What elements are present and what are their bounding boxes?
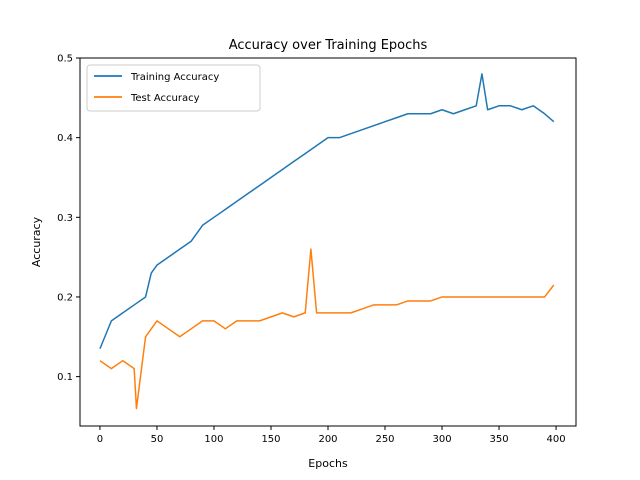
- chart-title: Accuracy over Training Epochs: [229, 38, 428, 53]
- y-tick-label: 0.4: [57, 133, 73, 144]
- legend: Training Accuracy Test Accuracy: [86, 64, 261, 112]
- x-tick-label: 200: [318, 434, 337, 445]
- y-axis-label: Accuracy: [30, 216, 43, 267]
- x-axis-label: Epochs: [308, 457, 348, 470]
- x-tick-label: 400: [546, 434, 565, 445]
- x-tick-label: 350: [489, 434, 508, 445]
- legend-label-training: Training Accuracy: [130, 72, 219, 83]
- legend-label-test: Test Accuracy: [130, 93, 200, 104]
- y-tick-label: 0.1: [57, 372, 73, 383]
- y-tick-label: 0.2: [57, 292, 73, 303]
- x-tick-label: 100: [204, 434, 223, 445]
- series-line-training: [99, 73, 555, 350]
- x-tick-label: 0: [97, 434, 103, 445]
- x-tick-label: 300: [432, 434, 451, 445]
- x-axis: 0 50 100 150 200 250 300 350 400: [97, 426, 566, 445]
- legend-box: [86, 64, 261, 112]
- y-tick-label: 0.3: [57, 213, 73, 224]
- y-tick-label: 0.5: [57, 54, 73, 65]
- x-tick-label: 250: [375, 434, 394, 445]
- x-tick-label: 150: [261, 434, 280, 445]
- series-line-test: [99, 248, 555, 410]
- y-axis: 0.1 0.2 0.3 0.4 0.5: [57, 54, 80, 383]
- x-tick-label: 50: [151, 434, 164, 445]
